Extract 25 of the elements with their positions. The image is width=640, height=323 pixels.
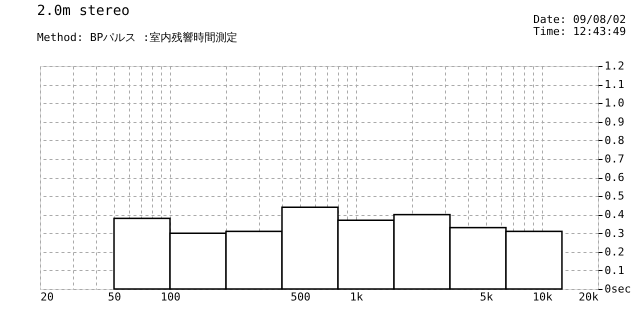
y-tick-label: 0.2 <box>604 245 624 258</box>
y-tick-label: 0.9 <box>604 115 624 128</box>
x-tick-label: 100 <box>160 290 180 304</box>
y-tick-label: 0.7 <box>604 152 624 166</box>
y-tick-label: 0.6 <box>604 171 624 184</box>
x-tick-label: 1k <box>350 290 364 304</box>
chart-title: 2.0m stereo <box>37 3 130 19</box>
y-tick-label: 0.4 <box>604 208 625 222</box>
x-tick-label: 20k <box>578 290 599 304</box>
text: Time: 12:43:49 <box>533 25 626 38</box>
y-tick-label: 0sec <box>604 282 631 296</box>
chart-subtitle: Method: BPパルス :室内残響時間測定 <box>37 31 238 44</box>
y-tick-label: 1.2 <box>604 60 624 72</box>
y-tick-label: 0.1 <box>604 264 624 277</box>
x-tick-label: 50 <box>108 290 122 304</box>
text: Date: 09/08/02 <box>533 13 626 26</box>
y-tick-label: 0.5 <box>604 190 624 203</box>
x-tick-label: 20 <box>40 290 54 304</box>
y-tick-label: 0.8 <box>604 134 624 147</box>
x-tick-label: 10k <box>532 290 553 304</box>
y-tick-label: 1.1 <box>604 78 624 92</box>
y-tick-label: 1.0 <box>604 96 624 110</box>
y-tick-label: 0.3 <box>604 226 624 240</box>
x-tick-label: 500 <box>290 290 310 304</box>
x-tick-label: 5k <box>480 290 494 304</box>
